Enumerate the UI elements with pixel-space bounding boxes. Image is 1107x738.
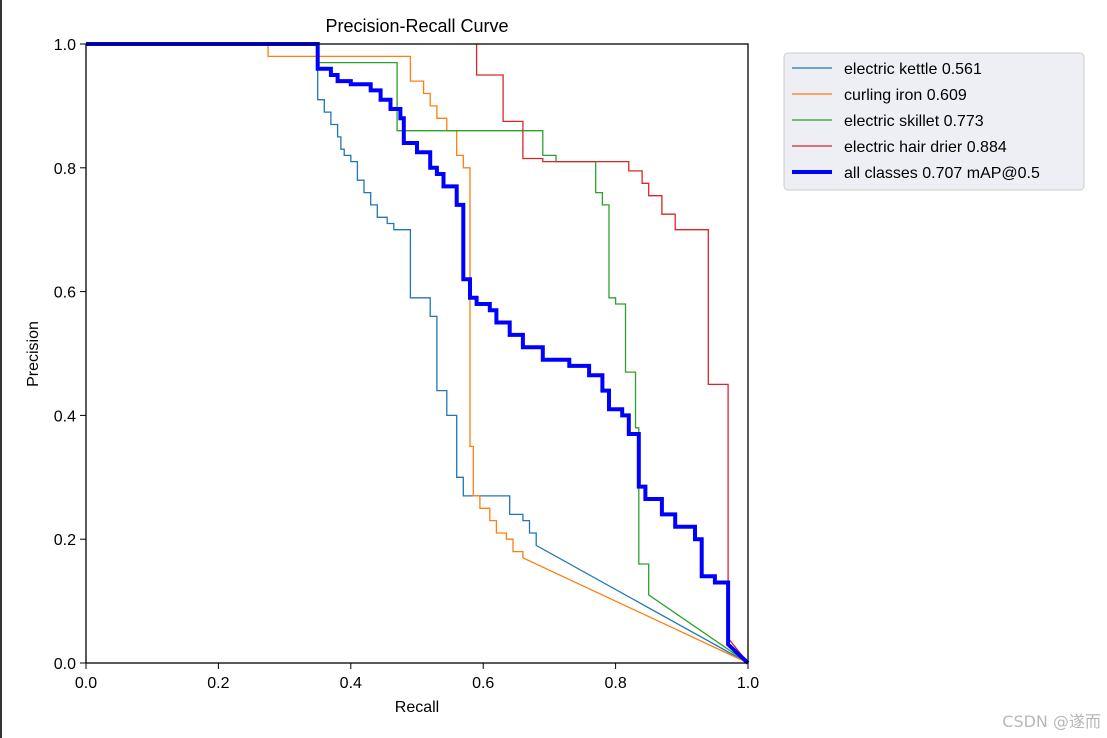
series-line-electric-hair-drier [477, 44, 748, 663]
x-tick-label: 1.0 [737, 675, 759, 692]
series-line-electric-skillet [86, 44, 748, 663]
x-axis-label: Recall [395, 699, 439, 716]
y-tick-label: 0.8 [54, 161, 76, 178]
y-tick-label: 1.0 [54, 37, 76, 54]
x-tick-label: 0.0 [75, 675, 97, 692]
x-tick-label: 0.6 [472, 675, 494, 692]
axis-ticks: 0.0 0.2 0.4 0.6 0.8 1.0 0.0 0.2 0.4 0.6 0.8 1.0 [54, 37, 759, 692]
x-tick-label: 0.2 [207, 675, 229, 692]
y-tick-label: 0.4 [54, 408, 76, 425]
legend-label-all-classes-0707: all classes 0.707 mAP@0.5 [844, 165, 1040, 182]
y-tick-label: 0.0 [54, 656, 76, 673]
pr-curve-chart: Precision-Recall Curve 0.0 0.2 0.4 0.6 0.8 1.… [0, 0, 1107, 738]
legend-label-curling-iron: curling iron 0.609 [844, 87, 967, 104]
y-axis-label: Precision [25, 321, 42, 387]
legend: electric kettle 0.561 curling iron 0.609 e… [784, 53, 1084, 190]
legend-label-electric-skillet: electric skillet 0.773 [844, 113, 984, 130]
x-tick-label: 0.8 [604, 675, 626, 692]
chart-title: Precision-Recall Curve [325, 16, 508, 36]
y-tick-label: 0.2 [54, 532, 76, 549]
watermark: CSDN @遂而 [1002, 708, 1101, 732]
legend-label-electric-kettle: electric kettle 0.561 [844, 61, 982, 78]
series-lines [86, 44, 748, 663]
x-tick-label: 0.4 [340, 675, 362, 692]
legend-label-electric-hair-drier: electric hair drier 0.884 [844, 139, 1007, 156]
y-tick-label: 0.6 [54, 285, 76, 302]
